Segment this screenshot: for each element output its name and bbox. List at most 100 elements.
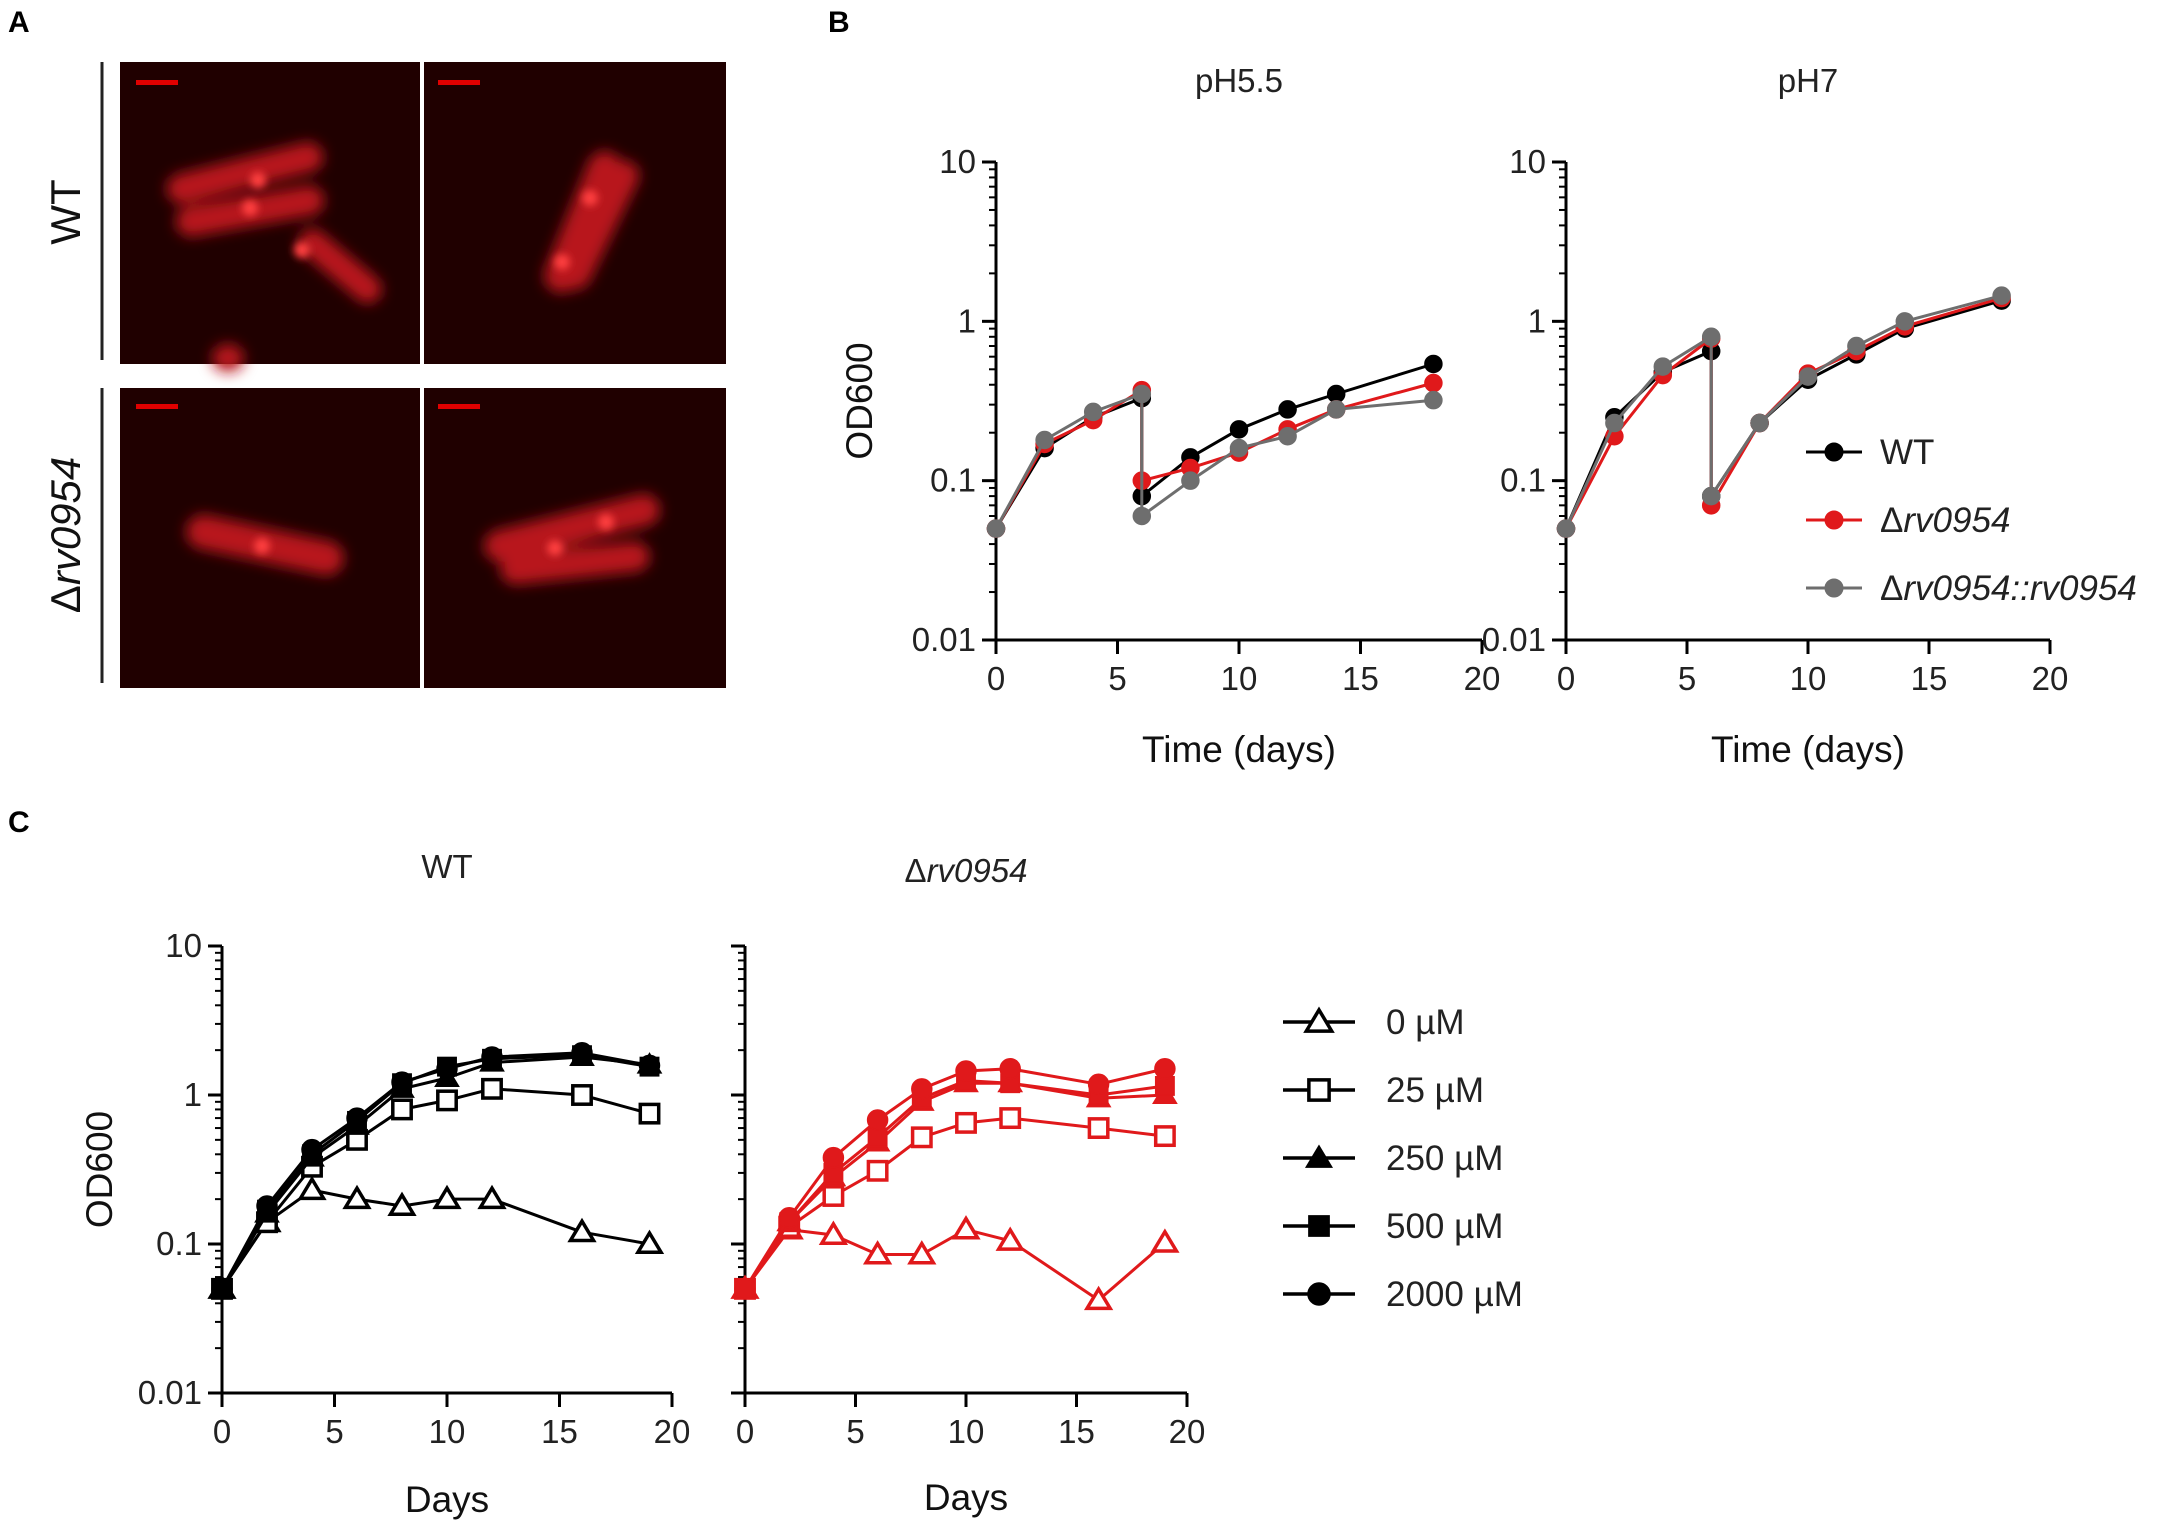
panel-label-a: A — [8, 6, 30, 39]
data-point — [1154, 1076, 1175, 1096]
chart-ph55: pH5.5 0.01 0.1 1 10 0 5 10 15 20 Time (days) OD600 — [839, 62, 1500, 770]
series-2000-m — [734, 1058, 1176, 1300]
y-tick-label: 0.1 — [930, 462, 976, 499]
data-point — [1750, 413, 1769, 433]
micro-image-mutant-1 — [120, 388, 420, 688]
legend-marker — [1307, 1078, 1331, 1102]
x-tick-label: 10 — [948, 1413, 985, 1450]
data-point — [955, 1111, 977, 1134]
y-tick-label: 0.1 — [1500, 462, 1546, 499]
x-tick-label: 10 — [1790, 660, 1827, 697]
data-point — [822, 1146, 845, 1169]
x-tick-label: 20 — [2032, 660, 2069, 697]
legend-marker — [1824, 578, 1844, 598]
data-point — [1798, 367, 1818, 386]
series-500-m — [212, 1045, 660, 1299]
data-point — [866, 1109, 889, 1131]
scale-bar — [438, 80, 480, 85]
data-point — [436, 1089, 458, 1112]
series-250-m — [732, 1070, 1178, 1298]
scale-bar — [136, 404, 178, 409]
legend: 0 µM 25 µM 250 µM 500 µM 2000 µM — [1283, 1003, 1523, 1314]
micro-image-wt-1 — [120, 62, 420, 372]
legend-marker — [1824, 442, 1844, 462]
data-point — [1278, 427, 1297, 446]
microscopy-panel: WT Δrv0954 — [42, 62, 726, 688]
series-250-m — [209, 1044, 663, 1298]
data-point — [1229, 420, 1249, 439]
legend-label: 0 µM — [1386, 1003, 1465, 1042]
data-point — [1035, 430, 1054, 450]
micro-image-wt-2 — [424, 62, 726, 364]
data-point — [571, 1084, 593, 1106]
x-tick-label: 15 — [1342, 660, 1379, 697]
y-tick-label: 0.01 — [138, 1374, 202, 1411]
series-0-m — [730, 1215, 1180, 1311]
y-tick-label: 10 — [165, 927, 202, 964]
x-axis-label: Days — [924, 1477, 1008, 1518]
y-tick-label: 0.01 — [912, 621, 976, 658]
data-point — [778, 1207, 800, 1229]
legend-marker — [1307, 1282, 1331, 1306]
series-line — [743, 1228, 1166, 1302]
legend-label: 2000 µM — [1386, 1275, 1523, 1314]
data-point — [1992, 286, 2011, 305]
data-point — [391, 1098, 413, 1121]
data-point — [634, 1229, 665, 1254]
data-point — [297, 1175, 327, 1201]
y-axis-label: OD600 — [79, 1111, 120, 1228]
data-point — [1181, 471, 1200, 490]
data-point — [1895, 312, 1915, 331]
x-axis-label: Time (days) — [1142, 729, 1336, 770]
data-point — [1701, 486, 1721, 506]
legend-label: Δrv0954 — [1880, 501, 2010, 540]
y-tick-label: 1 — [184, 1076, 202, 1113]
x-tick-label: 20 — [654, 1413, 691, 1450]
data-point — [1847, 336, 1866, 356]
data-point — [571, 1042, 593, 1064]
data-point — [346, 1107, 368, 1129]
data-point — [818, 1220, 849, 1245]
legend-marker — [1303, 1006, 1335, 1033]
data-point — [1087, 1073, 1110, 1096]
data-point — [1083, 402, 1103, 422]
legend-label: 500 µM — [1386, 1207, 1503, 1246]
data-point — [256, 1195, 278, 1217]
series-line — [994, 392, 1434, 530]
data-point — [567, 1217, 597, 1243]
data-point — [481, 1077, 503, 1100]
data-point — [999, 1058, 1021, 1080]
series-line — [743, 1079, 1166, 1290]
y-tick-label: 1 — [1528, 302, 1546, 339]
x-tick-label: 5 — [846, 1413, 864, 1450]
data-point — [432, 1184, 462, 1210]
legend-marker — [1304, 1144, 1334, 1168]
data-point — [866, 1159, 889, 1182]
x-tick-label: 15 — [1911, 660, 1948, 697]
x-tick-label: 20 — [1464, 660, 1501, 697]
chart-mutant-concentration: Δrv0954 0 5 10 15 20 Days 0 µM 25 µM 250 µM 500 µM… — [730, 852, 1523, 1518]
y-tick-label: 0.01 — [1482, 621, 1546, 658]
data-point — [734, 1278, 756, 1300]
data-point — [638, 1102, 661, 1125]
y-tick-label: 10 — [1509, 143, 1546, 180]
x-tick-label: 5 — [1678, 660, 1696, 697]
data-point — [1326, 384, 1346, 404]
x-tick-label: 0 — [1557, 660, 1575, 697]
micro-label-mutant: Δrv0954 — [42, 457, 89, 613]
chart-title: pH5.5 — [1195, 62, 1283, 99]
y-tick-label: 0.1 — [156, 1225, 202, 1262]
data-point — [1153, 1125, 1176, 1148]
scale-bar — [136, 80, 178, 85]
x-tick-label: 0 — [736, 1413, 754, 1450]
data-point — [995, 1226, 1025, 1251]
x-tick-label: 0 — [213, 1413, 231, 1450]
x-tick-label: 15 — [1058, 1413, 1095, 1450]
data-point — [1424, 390, 1443, 410]
panel-label-c: C — [8, 806, 30, 839]
data-point — [867, 1127, 888, 1148]
x-axis-label: Time (days) — [1711, 729, 1905, 770]
series-rv0954-rv0954 — [1556, 286, 2011, 538]
chart-title: pH7 — [1778, 62, 1839, 99]
